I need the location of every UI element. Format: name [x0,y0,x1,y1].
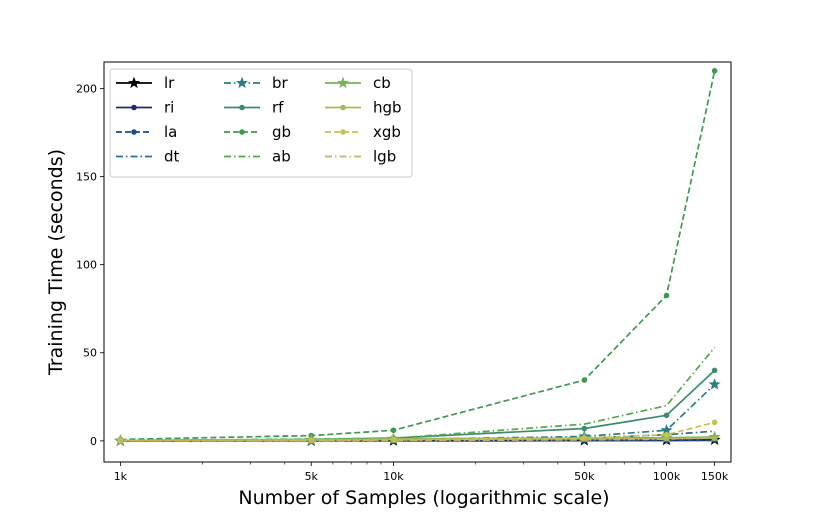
data-point-gb [711,68,718,74]
y-tick-label: 100 [76,259,97,272]
legend-label: dt [164,148,180,166]
x-tick-label: 1k [114,470,128,483]
legend-item-la: la [116,123,177,141]
legend-box [109,68,413,178]
series-ab [120,346,716,442]
series-line-br [120,383,716,442]
data-point-hgb [711,435,718,442]
legend-item-dt: dt [116,148,180,166]
legend-item-rf: rf [224,99,284,117]
data-point-br [708,378,721,390]
legend-item-ab: ab [224,148,291,166]
plot-frame [103,61,732,463]
x-tick-label: 50k [574,470,595,483]
series-line-la [120,439,715,442]
legend-label: lgb [373,148,396,166]
legend-item-gb: gb [224,123,291,141]
series-line-lgb [120,436,715,442]
legend-marker [127,76,141,89]
legend-item-lr: lr [116,74,175,92]
legend-label: hgb [373,99,402,117]
data-point-gb [390,427,397,434]
legend-marker [235,76,249,89]
legend: lr ri la dt br rf gb ab cb hgb xgb lgb [109,68,413,178]
data-point-hgb [663,435,670,442]
x-tick-label: 100k [653,470,681,483]
y-axis-title: Training Time (seconds) [45,149,67,376]
y-tick-label: 150 [76,171,97,184]
series-line-xgb [120,421,715,442]
legend-item-cb: cb [325,74,391,92]
legend-label: xgb [373,123,401,141]
series-lgb [120,436,715,442]
legend-marker [336,76,350,89]
y-tick-label: 50 [83,347,97,360]
x-tick-label: 150k [701,470,729,483]
legend-label: cb [373,74,391,92]
data-point-rf [711,367,718,374]
legend-label: rf [272,99,284,117]
y-axis: 0 50 100 150 200 [76,82,104,448]
series-rf [117,367,718,444]
series-line-gb [120,70,716,441]
series-layer [114,68,721,446]
y-tick-label: 200 [76,82,97,95]
data-point-xgb [390,437,397,443]
x-axis: 1k 5k 10k 50k 100k 150k [114,462,729,483]
legend-marker [131,129,137,135]
legend-marker [239,129,245,135]
legend-marker [131,104,137,111]
legend-marker [340,104,346,111]
x-tick-label: 10k [383,470,404,483]
y-tick-label: 0 [90,435,97,448]
data-point-xgb [663,431,670,438]
series-line-rf [120,369,716,442]
legend-label: br [272,74,289,92]
legend-label: la [164,123,177,141]
legend-label: ri [164,99,174,117]
legend-item-xgb: xgb [325,123,401,141]
legend-marker [340,129,346,135]
legend-label: gb [272,123,291,141]
data-point-rf [663,412,670,419]
legend-label: ab [272,148,291,166]
data-point-gb [663,292,670,299]
x-tick-label: 5k [305,470,319,483]
data-point-xgb [711,419,718,426]
series-br [114,378,721,446]
data-point-gb [581,377,588,383]
data-point-rf [581,425,588,432]
legend-label: lr [164,74,175,92]
legend-item-ri: ri [116,99,174,117]
legend-item-br: br [224,74,289,92]
legend-item-hgb: hgb [325,99,402,117]
legend-marker [239,104,245,111]
x-axis-title: Number of Samples (logarithmic scale) [238,487,609,509]
series-line-ab [120,346,716,442]
legend-item-lgb: lgb [325,148,396,166]
